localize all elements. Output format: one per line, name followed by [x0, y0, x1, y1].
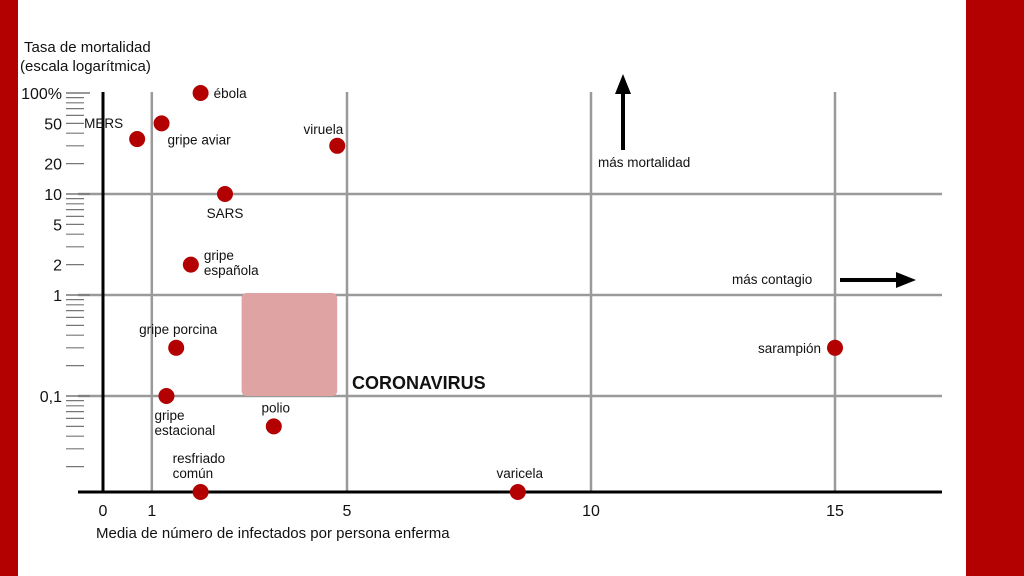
- y-minor-ticks: [66, 92, 90, 468]
- coronavirus-label: CORONAVIRUS: [352, 373, 486, 393]
- data-point-group: sarampión: [758, 339, 843, 356]
- y-axis-label-line2: (escala logarítmica): [20, 58, 151, 75]
- data-point-group: gripe aviar: [153, 115, 232, 147]
- data-point-group: polio: [262, 400, 291, 435]
- y-tick-label: 1: [53, 288, 62, 305]
- data-point: [182, 256, 199, 273]
- data-point: [129, 131, 146, 148]
- x-axis-label: Media de número de infectados por person…: [96, 525, 450, 542]
- x-tick-labels: 0 1 5 10 15: [99, 503, 844, 520]
- contagion-annotation: más contagio: [732, 272, 916, 288]
- data-point-label: SARS: [207, 206, 244, 221]
- data-point: [153, 115, 170, 132]
- data-point: [217, 186, 233, 202]
- data-point-label: gripe: [204, 248, 234, 263]
- data-point-group: ébola: [192, 85, 248, 101]
- data-point-label: sarampión: [758, 341, 821, 356]
- data-point: [168, 339, 185, 356]
- data-point-label: MERS: [84, 116, 123, 131]
- y-tick-label: 20: [44, 157, 62, 174]
- left-frame-bar: [0, 0, 18, 576]
- data-point-label: española: [204, 263, 259, 278]
- y-tick-label: 0,1: [40, 389, 62, 406]
- data-point-group: gripe porcina: [139, 322, 218, 356]
- data-point-label: ébola: [214, 86, 248, 101]
- data-point-label: gripe: [154, 408, 184, 423]
- data-point: [192, 484, 209, 500]
- data-point: [509, 484, 526, 500]
- mortality-annotation: más mortalidad: [598, 74, 690, 170]
- contagion-annotation-label: más contagio: [732, 272, 812, 287]
- data-point-label: varicela: [497, 466, 544, 481]
- data-point: [265, 418, 282, 435]
- x-tick-label: 1: [147, 503, 156, 520]
- data-point: [827, 339, 843, 356]
- data-point-group: MERS: [84, 116, 146, 148]
- data-point-label: gripe porcina: [139, 322, 218, 337]
- y-tick-label: 5: [53, 217, 62, 234]
- data-point-label: polio: [262, 400, 291, 415]
- data-point: [329, 137, 346, 154]
- right-arrow-icon: [896, 272, 916, 288]
- y-tick-label: 50: [44, 116, 62, 133]
- right-frame-bar: [966, 0, 1024, 576]
- y-tick-label: 10: [44, 187, 62, 204]
- y-tick-labels: 100% 50 20 10 5 2 1 0,1: [21, 86, 62, 406]
- mortality-annotation-label: más mortalidad: [598, 155, 690, 170]
- x-tick-label: 15: [826, 503, 844, 520]
- up-arrow-icon: [615, 74, 631, 94]
- data-point-label: gripe aviar: [168, 132, 232, 147]
- data-point-label: estacional: [154, 423, 215, 438]
- data-point: [158, 388, 175, 404]
- data-point-group: varicela: [497, 466, 544, 500]
- data-point-label: viruela: [303, 122, 343, 137]
- y-axis-label-line1: Tasa de mortalidad: [24, 39, 151, 56]
- x-tick-label: 10: [582, 503, 600, 520]
- coronavirus-zone: [241, 293, 338, 396]
- data-point-group: viruela: [303, 122, 346, 154]
- data-point: [192, 85, 209, 101]
- data-point-label: resfriado: [173, 451, 226, 466]
- data-point-group: SARS: [207, 186, 244, 221]
- x-tick-label: 0: [99, 503, 108, 520]
- y-tick-label: 2: [53, 258, 62, 275]
- y-tick-label: 100%: [21, 86, 62, 103]
- x-tick-label: 5: [343, 503, 352, 520]
- data-point-label: común: [173, 466, 214, 481]
